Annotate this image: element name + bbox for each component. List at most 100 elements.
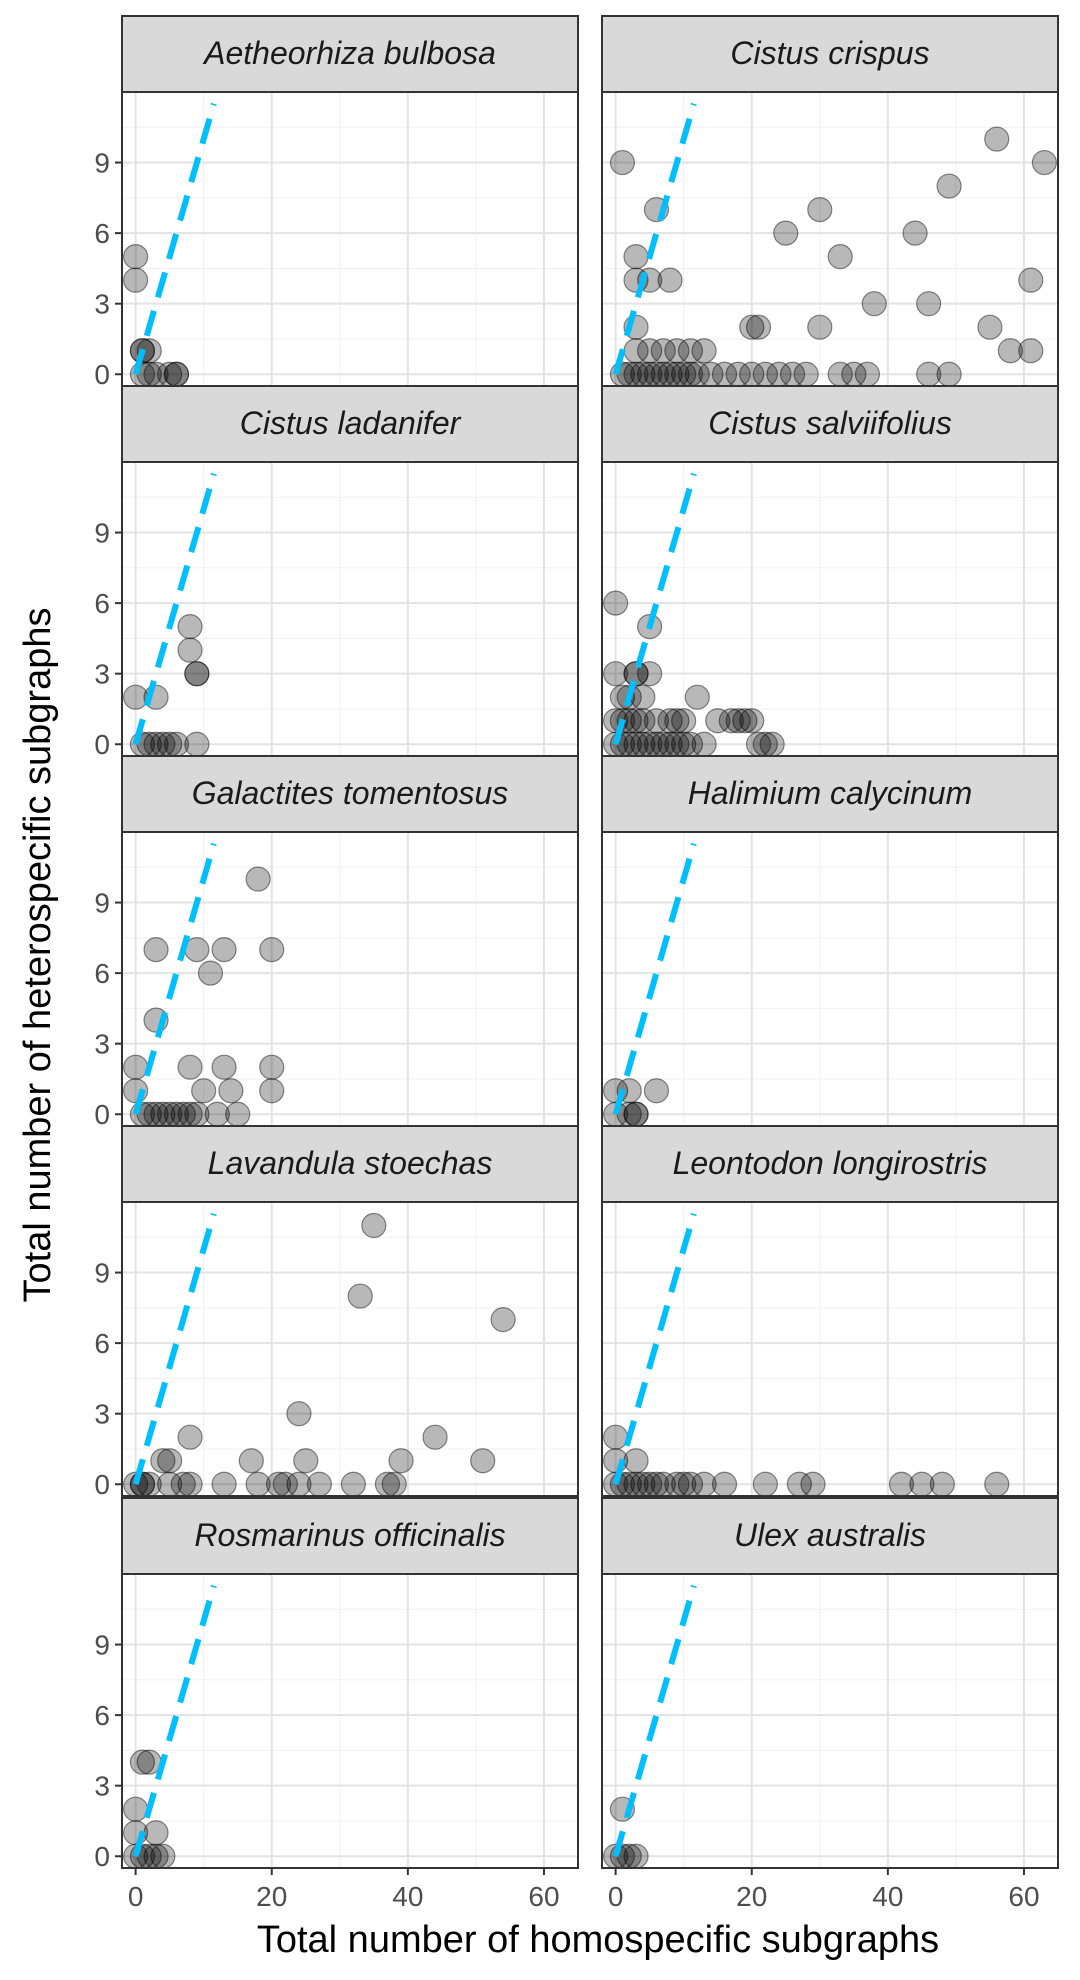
facet-strip: [121, 1497, 579, 1575]
facet-strip-title: Lavandula stoechas: [208, 1145, 493, 1181]
facet-strip: [121, 755, 579, 833]
data-point: [650, 338, 676, 364]
data-point: [259, 1078, 285, 1104]
y-tick-label: 0: [94, 359, 110, 390]
y-tick-label: 3: [94, 289, 110, 320]
data-point: [177, 637, 203, 663]
data-point: [123, 1796, 149, 1822]
data-point: [381, 1471, 407, 1497]
data-point: [630, 708, 656, 734]
reference-line: [612, 842, 697, 1116]
facet-strip: [601, 385, 1059, 463]
data-point: [603, 661, 629, 687]
data-point: [984, 126, 1010, 152]
data-point: [123, 244, 149, 270]
panel-ulex-australis: Ulex australis 0 20 40 60: [601, 1497, 1059, 1912]
plot-area: [122, 462, 578, 756]
data-point: [623, 661, 649, 687]
x-tick-label: 0: [608, 1881, 624, 1912]
data-point: [861, 291, 887, 317]
data-point: [773, 220, 799, 246]
panel-rosmarinus-officinalis: Rosmarinus officinalis 0 3 6 9 0 20 40 60: [94, 1497, 579, 1912]
data-point: [191, 1078, 217, 1104]
x-tick-label: 20: [736, 1881, 767, 1912]
y-tick-label: 9: [94, 888, 110, 919]
panel-cistus-crispus: Cistus crispus: [601, 15, 1059, 387]
data-point: [916, 291, 942, 317]
data-point: [793, 361, 819, 387]
data-point: [936, 361, 962, 387]
panel-halimium-calycinum: Halimium calycinum: [601, 755, 1059, 1127]
plot-area: [602, 462, 1058, 756]
plot-area: [122, 1202, 578, 1496]
data-point: [759, 731, 785, 757]
x-tick-label: 20: [256, 1881, 287, 1912]
data-point: [603, 1424, 629, 1450]
data-point: [184, 661, 210, 687]
data-point: [470, 1448, 496, 1474]
y-tick-label: 0: [94, 1469, 110, 1500]
data-point: [211, 936, 237, 963]
data-point: [163, 361, 190, 387]
data-point: [827, 244, 853, 270]
data-point: [238, 1448, 264, 1474]
facet-strip-title: Cistus salviifolius: [708, 405, 952, 441]
data-point: [150, 1843, 176, 1869]
data-point: [143, 1820, 169, 1846]
data-point: [211, 1471, 237, 1497]
reference-line: [132, 1212, 217, 1486]
data-point: [361, 1212, 387, 1239]
facet-strip-title: Cistus ladanifer: [240, 405, 462, 441]
data-point: [218, 1078, 244, 1104]
reference-line: [132, 102, 217, 376]
data-point: [623, 1448, 649, 1474]
x-tick-label: 40: [872, 1881, 903, 1912]
y-tick-label: 0: [94, 729, 110, 760]
data-point: [143, 936, 169, 963]
panel-cistus-ladanifer: Cistus ladanifer 0 3 6 9: [94, 385, 579, 760]
x-axis-title: Total number of homospecific subgraphs: [257, 1919, 939, 1961]
data-point: [129, 1749, 156, 1775]
data-point: [490, 1306, 516, 1333]
plot-area: [122, 92, 578, 386]
data-point: [745, 314, 772, 340]
data-point: [184, 661, 210, 687]
x-tick-label: 0: [128, 1881, 144, 1912]
facet-strip: [601, 1125, 1059, 1203]
y-tick-label: 6: [94, 588, 110, 619]
facet-strip: [601, 755, 1059, 833]
facet-strip-title: Rosmarinus officinalis: [194, 1517, 505, 1553]
data-point: [800, 1471, 826, 1497]
y-tick-label: 9: [94, 1258, 110, 1289]
data-point: [623, 1101, 649, 1127]
facet-strip: [601, 1497, 1059, 1575]
data-point: [637, 338, 663, 364]
y-tick-label: 9: [94, 518, 110, 549]
data-point: [623, 1843, 649, 1869]
data-point: [725, 708, 751, 734]
panel-aetheorhiza-bulbosa: Aetheorhiza bulbosa 0 3 6 9: [94, 15, 579, 390]
data-point: [340, 1471, 367, 1497]
data-point: [739, 708, 765, 734]
plot-area: [122, 832, 578, 1126]
data-point: [691, 731, 717, 757]
data-point: [123, 1054, 149, 1080]
data-point: [211, 1054, 237, 1080]
data-point: [732, 708, 758, 734]
data-point: [177, 1471, 203, 1497]
data-point: [936, 173, 962, 199]
data-point: [664, 708, 690, 734]
facet-strip-title: Halimium calycinum: [688, 775, 973, 811]
reference-line: [612, 1212, 697, 1486]
x-tick-label: 60: [1008, 1881, 1039, 1912]
panel-border: [121, 1201, 579, 1497]
data-point: [177, 1054, 203, 1080]
reference-line: [612, 102, 697, 376]
data-point: [197, 960, 224, 986]
data-point: [718, 708, 744, 734]
data-point: [184, 731, 210, 757]
data-point: [623, 244, 649, 270]
data-point: [422, 1424, 448, 1450]
facet-strip: [601, 15, 1059, 93]
